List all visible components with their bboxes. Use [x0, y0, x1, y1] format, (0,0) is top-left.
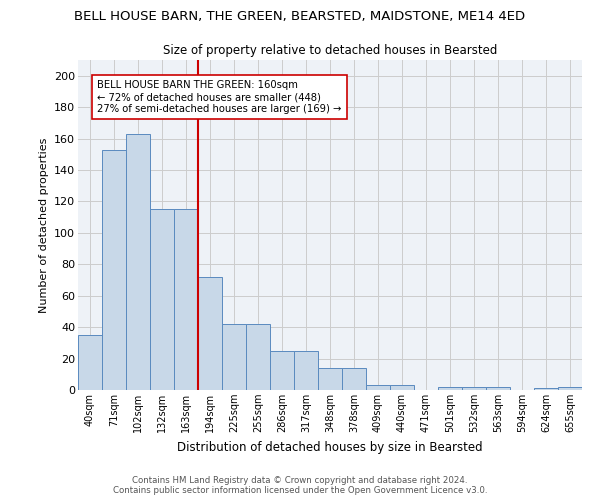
Title: Size of property relative to detached houses in Bearsted: Size of property relative to detached ho… — [163, 44, 497, 58]
Bar — [534, 388, 558, 390]
Bar — [294, 350, 318, 390]
Bar — [150, 210, 174, 390]
Bar — [246, 324, 270, 390]
Bar — [438, 387, 462, 390]
X-axis label: Distribution of detached houses by size in Bearsted: Distribution of detached houses by size … — [177, 440, 483, 454]
Text: Contains HM Land Registry data © Crown copyright and database right 2024.
Contai: Contains HM Land Registry data © Crown c… — [113, 476, 487, 495]
Bar — [174, 210, 198, 390]
Bar — [390, 386, 414, 390]
Bar — [462, 387, 486, 390]
Bar — [318, 368, 342, 390]
Bar — [486, 387, 510, 390]
Bar — [558, 387, 582, 390]
Bar — [126, 134, 150, 390]
Bar — [198, 277, 222, 390]
Bar — [102, 150, 126, 390]
Y-axis label: Number of detached properties: Number of detached properties — [38, 138, 49, 312]
Bar — [222, 324, 246, 390]
Bar — [78, 335, 102, 390]
Bar — [366, 386, 390, 390]
Bar — [342, 368, 366, 390]
Text: BELL HOUSE BARN, THE GREEN, BEARSTED, MAIDSTONE, ME14 4ED: BELL HOUSE BARN, THE GREEN, BEARSTED, MA… — [74, 10, 526, 23]
Bar — [270, 350, 294, 390]
Text: BELL HOUSE BARN THE GREEN: 160sqm
← 72% of detached houses are smaller (448)
27%: BELL HOUSE BARN THE GREEN: 160sqm ← 72% … — [97, 80, 341, 114]
